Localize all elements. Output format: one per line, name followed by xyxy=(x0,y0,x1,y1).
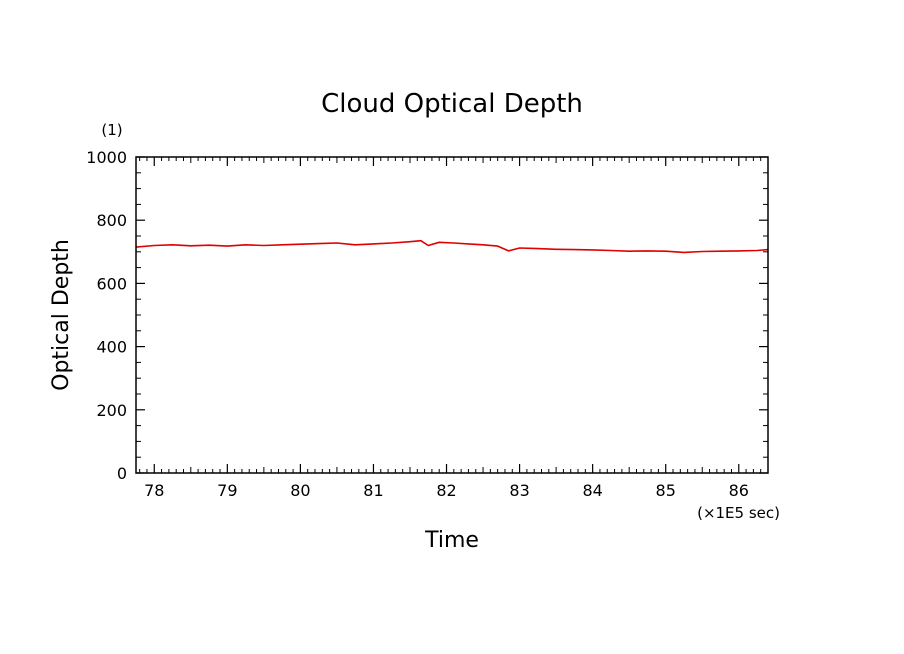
x-tick-label: 85 xyxy=(656,481,676,500)
chart-title: Cloud Optical Depth xyxy=(321,89,583,119)
y-tick-label: 1000 xyxy=(86,148,127,167)
x-tick-label: 79 xyxy=(217,481,237,500)
plot-series xyxy=(135,239,769,254)
axes: 78 79 80 81 82 83 84 85 86 0 200 400 600 800 1000 xyxy=(86,148,769,500)
x-axis-label: Time xyxy=(424,528,479,553)
x-unit-label: (×1E5 sec) xyxy=(697,504,780,522)
y-axis-label: Optical Depth xyxy=(49,239,74,391)
x-tick-label: 86 xyxy=(729,481,749,500)
y-tick-label: 800 xyxy=(96,211,127,230)
x-tick-label: 80 xyxy=(290,481,310,500)
x-tick-label: 84 xyxy=(582,481,602,500)
y-tick-label: 400 xyxy=(96,338,127,357)
x-tick-label: 82 xyxy=(436,481,456,500)
x-tick-label: 81 xyxy=(363,481,383,500)
y-tick-label: 600 xyxy=(96,274,127,293)
y-unit-label: (1) xyxy=(101,121,122,139)
y-tick-label: 200 xyxy=(96,401,127,420)
x-tick-label: 78 xyxy=(144,481,164,500)
x-tick-label: 83 xyxy=(509,481,529,500)
y-tick-label: 0 xyxy=(117,464,127,483)
plot-frame xyxy=(135,156,769,474)
series-line-0 xyxy=(135,239,769,254)
